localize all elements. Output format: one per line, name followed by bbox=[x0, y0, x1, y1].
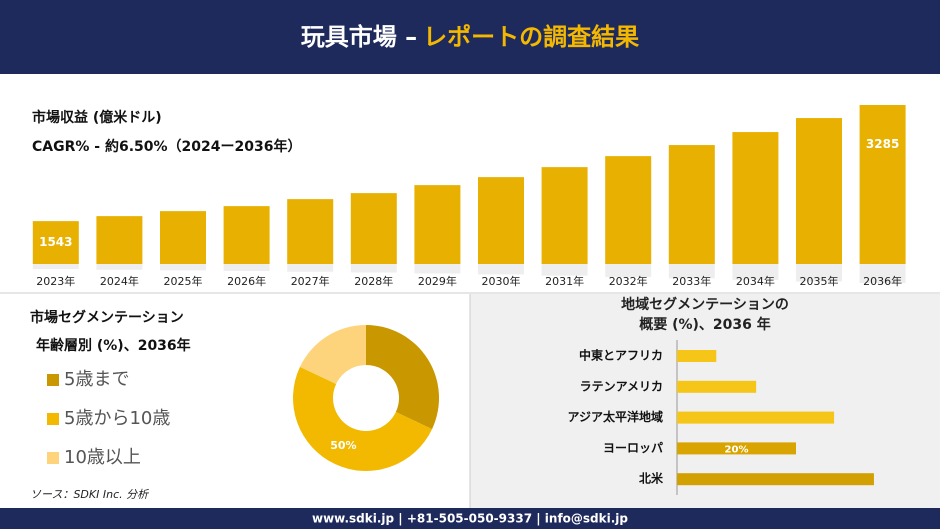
chart-title: 市場セグメンテーション bbox=[30, 309, 184, 326]
bar-reflection bbox=[223, 264, 270, 271]
bar bbox=[677, 380, 757, 393]
donut-slice bbox=[293, 366, 433, 471]
legend-label: 10歳以上 bbox=[64, 447, 141, 468]
bar bbox=[796, 118, 842, 264]
bar-reflection bbox=[32, 264, 79, 270]
x-tick-label: 2034年 bbox=[736, 274, 775, 288]
bar-reflection bbox=[859, 264, 906, 284]
x-tick-label: 2031年 bbox=[545, 274, 584, 288]
bar bbox=[677, 473, 874, 486]
value-label: 50% bbox=[330, 439, 356, 452]
y-tick-label: 北米 bbox=[639, 471, 664, 486]
bar bbox=[287, 199, 334, 264]
bar bbox=[541, 167, 588, 264]
header-title: 玩具市場 – レポートの調査結果 bbox=[301, 23, 639, 51]
legend-label: 5歳から10歳 bbox=[64, 408, 170, 429]
chart-title: 地域セグメンテーションの bbox=[621, 296, 789, 313]
x-tick-label: 2035年 bbox=[800, 274, 839, 288]
bar-reflection bbox=[350, 264, 397, 273]
bar-reflection bbox=[96, 264, 143, 270]
source: ソース：SDKI Inc. 分析 bbox=[30, 488, 150, 501]
y-tick-label: 中東とアフリカ bbox=[579, 348, 663, 363]
x-tick-label: 2032年 bbox=[609, 274, 648, 288]
bar bbox=[160, 211, 206, 264]
legend-swatch bbox=[47, 413, 59, 425]
x-tick-label: 2028年 bbox=[354, 274, 393, 288]
footer-band bbox=[0, 508, 940, 529]
bar-reflection bbox=[668, 264, 715, 279]
bar-reflection bbox=[287, 264, 334, 272]
value-label: 1543 bbox=[39, 235, 72, 249]
x-tick-label: 2030年 bbox=[482, 274, 521, 288]
x-tick-label: 2026年 bbox=[227, 274, 266, 288]
bar-reflection bbox=[414, 264, 461, 274]
panel-background bbox=[470, 294, 940, 508]
annotation: CAGR% - 約6.50%（2024ー2036年） bbox=[32, 138, 301, 155]
legend-swatch bbox=[47, 452, 59, 464]
bar bbox=[414, 185, 461, 264]
x-tick-label: 2033年 bbox=[672, 274, 711, 288]
value-label: 3285 bbox=[866, 137, 899, 151]
bar bbox=[605, 156, 652, 264]
bar bbox=[677, 411, 835, 424]
x-tick-label: 2023年 bbox=[36, 274, 75, 288]
bar bbox=[350, 193, 397, 264]
bar-reflection bbox=[732, 264, 779, 280]
y-tick-label: ヨーロッパ bbox=[603, 441, 663, 455]
value-label: 20% bbox=[725, 444, 749, 455]
bar bbox=[668, 145, 715, 264]
bar bbox=[677, 350, 717, 362]
bar bbox=[732, 132, 779, 264]
bar bbox=[32, 221, 79, 264]
x-tick-label: 2025年 bbox=[164, 274, 203, 288]
chart-title: 概要 (%)、2036 年 bbox=[639, 316, 771, 333]
header-band bbox=[0, 0, 940, 74]
y-tick-label: ラテンアメリカ bbox=[580, 379, 663, 393]
legend-label: 5歳まで bbox=[64, 369, 129, 390]
bar-reflection bbox=[478, 264, 524, 275]
chart-subtitle: 年齢層別 (%)、2036年 bbox=[36, 337, 191, 354]
chart-subtitle: 市場収益 (億米ドル) bbox=[32, 109, 162, 126]
footer: www.sdki.jp | +81-505-050-9337 | info@sd… bbox=[312, 512, 628, 526]
bar bbox=[859, 105, 906, 264]
bar bbox=[96, 216, 143, 264]
x-tick-label: 2024年 bbox=[100, 274, 139, 288]
donut-slice bbox=[299, 325, 366, 384]
bar bbox=[478, 177, 524, 264]
legend-swatch bbox=[47, 374, 59, 386]
x-tick-label: 2036年 bbox=[863, 274, 902, 288]
bar-reflection bbox=[160, 264, 206, 271]
bar-reflection bbox=[541, 264, 588, 276]
bar-reflection bbox=[796, 264, 842, 282]
title-main: 玩具市場 – bbox=[301, 23, 417, 51]
x-tick-label: 2027年 bbox=[291, 274, 330, 288]
bar-reflection bbox=[605, 264, 652, 277]
bar bbox=[677, 442, 796, 455]
y-tick-label: アジア太平洋地域 bbox=[567, 409, 663, 424]
donut-slice bbox=[366, 325, 439, 430]
x-tick-label: 2029年 bbox=[418, 274, 457, 288]
bar bbox=[223, 206, 270, 264]
title-highlight: レポートの調査結果 bbox=[423, 23, 639, 51]
